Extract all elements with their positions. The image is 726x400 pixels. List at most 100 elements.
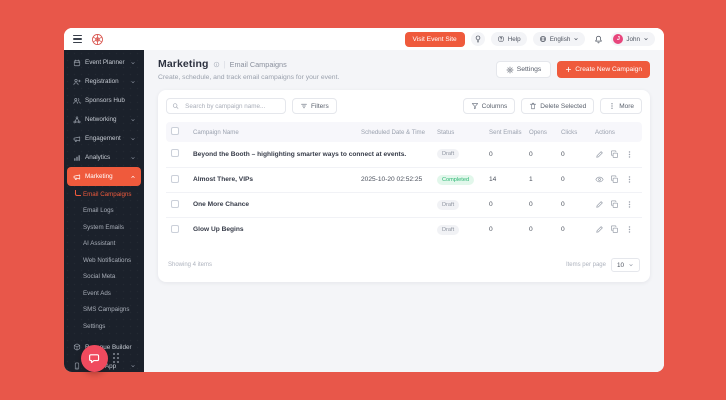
- column-header-clicks: Clicks: [556, 122, 590, 142]
- select-all-checkbox[interactable]: [171, 127, 179, 135]
- chat-widget-button[interactable]: [81, 345, 108, 372]
- tips-button[interactable]: [470, 32, 485, 46]
- create-campaign-button[interactable]: Create New Campaign: [557, 61, 650, 78]
- row-actions: [595, 200, 637, 209]
- notifications-button[interactable]: [591, 32, 605, 46]
- settings-button[interactable]: Settings: [495, 61, 552, 78]
- columns-button[interactable]: Columns: [462, 98, 516, 114]
- duplicate-icon[interactable]: [610, 200, 619, 209]
- duplicate-icon[interactable]: [610, 150, 619, 159]
- edit-icon[interactable]: [595, 225, 604, 234]
- mobile-icon: [73, 362, 81, 370]
- column-header-actions: Actions: [590, 122, 642, 142]
- search-box: [166, 98, 286, 114]
- bell-icon: [594, 35, 603, 44]
- edit-icon[interactable]: [595, 150, 604, 159]
- chevron-down-icon: [130, 155, 136, 161]
- sidebar-item-networking[interactable]: Networking: [67, 110, 141, 129]
- table-row[interactable]: Beyond the Booth – highlighting smarter …: [166, 142, 642, 167]
- sidebar-subitem-settings[interactable]: Settings: [83, 322, 106, 330]
- question-icon: [497, 35, 505, 43]
- duplicate-icon[interactable]: [610, 225, 619, 234]
- opens-count: 0: [524, 216, 556, 242]
- filters-button[interactable]: Filters: [292, 98, 337, 114]
- breadcrumb-divider: |: [223, 59, 226, 69]
- sidebar-subitem-ai-assistant[interactable]: AI Assistant: [83, 240, 116, 248]
- sidebar-item-analytics[interactable]: Analytics: [67, 148, 141, 167]
- column-header-opens: Opens: [524, 122, 556, 142]
- info-icon[interactable]: [213, 61, 220, 68]
- items-per-page-select[interactable]: 10: [610, 258, 640, 272]
- table-row[interactable]: Glow Up Begins Draft 0 0 0: [166, 216, 642, 242]
- status-badge: Completed: [437, 174, 475, 185]
- sidebar-subitem-sms-campaigns[interactable]: SMS Campaigns: [83, 306, 130, 314]
- chevron-down-icon: [643, 36, 649, 42]
- app-logo-icon[interactable]: [91, 33, 104, 46]
- megaphone-icon: [73, 173, 81, 181]
- campaigns-table: Campaign Name Scheduled Date & Time Stat…: [166, 122, 642, 242]
- clicks-count: 0: [556, 216, 590, 242]
- table-row[interactable]: Almost There, VIPs 2025-10-20 02:52:25 C…: [166, 166, 642, 192]
- chevron-down-icon: [130, 60, 136, 66]
- more-icon[interactable]: [625, 200, 634, 209]
- sidebar-subitem-web-notifications[interactable]: Web Notifications: [83, 256, 132, 264]
- edit-icon[interactable]: [595, 200, 604, 209]
- row-actions: [595, 175, 637, 184]
- row-checkbox[interactable]: [171, 199, 179, 208]
- campaign-name: One More Chance: [193, 201, 250, 208]
- sidebar-subitem-email-campaigns[interactable]: Email Campaigns: [64, 186, 144, 203]
- sent-emails-count: 14: [484, 166, 524, 192]
- scheduled-date: [356, 216, 432, 242]
- help-button[interactable]: Help: [490, 32, 527, 46]
- status-badge: Draft: [437, 224, 460, 235]
- more-icon[interactable]: [625, 225, 634, 234]
- clicks-count: 0: [561, 150, 565, 158]
- duplicate-icon[interactable]: [610, 175, 619, 184]
- sent-emails-count: 0: [489, 150, 493, 158]
- dots-vertical-icon: [608, 102, 616, 110]
- sidebar-item-event-planner[interactable]: Event Planner: [67, 53, 141, 72]
- column-header-sent-emails: Sent Emails: [484, 122, 524, 142]
- chevron-down-icon: [130, 136, 136, 142]
- table-row[interactable]: One More Chance Draft 0 0 0: [166, 191, 642, 217]
- row-checkbox[interactable]: [171, 224, 179, 233]
- menu-toggle-icon[interactable]: [73, 34, 82, 44]
- user-menu[interactable]: J John: [611, 32, 655, 46]
- network-icon: [73, 116, 81, 124]
- column-header-status: Status: [432, 122, 484, 142]
- row-checkbox[interactable]: [171, 174, 179, 183]
- sidebar-subitem-event-ads[interactable]: Event Ads: [83, 289, 111, 297]
- sidebar-item-registration[interactable]: Registration: [67, 72, 141, 91]
- search-input[interactable]: [183, 101, 280, 111]
- more-icon[interactable]: [625, 150, 634, 159]
- chat-drag-handle[interactable]: [112, 352, 120, 364]
- visit-event-site-button[interactable]: Visit Event Site: [404, 31, 465, 47]
- status-badge: Draft: [437, 199, 460, 210]
- megaphone-icon: [73, 135, 81, 143]
- row-actions: [595, 225, 637, 234]
- sidebar-subitem-system-emails[interactable]: System Emails: [83, 223, 124, 231]
- plus-icon: [565, 66, 572, 73]
- opens-count: 0: [524, 191, 556, 217]
- sidebar-subitem-social-meta[interactable]: Social Meta: [83, 273, 116, 281]
- view-icon[interactable]: [595, 175, 604, 184]
- sidebar-item-engagement[interactable]: Engagement: [67, 129, 141, 148]
- chevron-down-icon: [130, 363, 136, 369]
- clicks-count: 0: [556, 166, 590, 192]
- column-header-scheduled: Scheduled Date & Time: [356, 122, 432, 142]
- sidebar-item-sponsors-hub[interactable]: Sponsors Hub: [67, 91, 141, 110]
- delete-selected-button[interactable]: Delete Selected: [521, 98, 595, 114]
- sidebar-subitem-email-logs[interactable]: Email Logs: [83, 207, 114, 215]
- more-button[interactable]: More: [600, 98, 642, 114]
- sidebar-item-revenue-builder[interactable]: Revenue Builder: [67, 338, 141, 357]
- language-selector[interactable]: English: [532, 32, 586, 46]
- sidebar-item-marketing[interactable]: Marketing: [67, 167, 141, 186]
- column-header-campaign-name: Campaign Name: [188, 122, 356, 142]
- scheduled-date: [356, 191, 432, 217]
- globe-icon: [539, 35, 547, 43]
- chevron-down-icon: [130, 117, 136, 123]
- row-checkbox[interactable]: [171, 149, 179, 158]
- page-title: Marketing: [158, 58, 209, 70]
- more-icon[interactable]: [625, 175, 634, 184]
- sent-emails-count: 0: [484, 191, 524, 217]
